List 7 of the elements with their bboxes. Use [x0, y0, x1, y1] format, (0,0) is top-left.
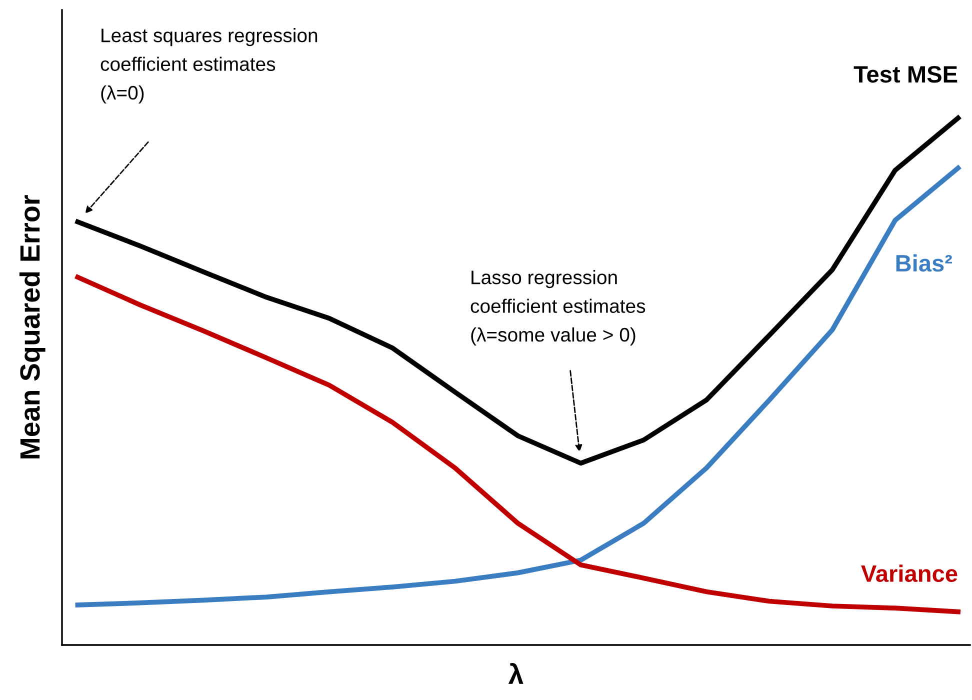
series-label: Variance: [861, 564, 958, 582]
text: Least squares regression coefficient estimates (λ=0): [100, 28, 318, 104]
series-label: Test MSE: [854, 66, 958, 83]
x-axis-title: λ: [508, 663, 524, 684]
annotation: Lasso regression coefficient estimates (λ=some value > 0): [470, 270, 646, 346]
series-label: Bias²: [896, 254, 952, 272]
y-axis-title: Mean Squared Error: [19, 195, 46, 458]
